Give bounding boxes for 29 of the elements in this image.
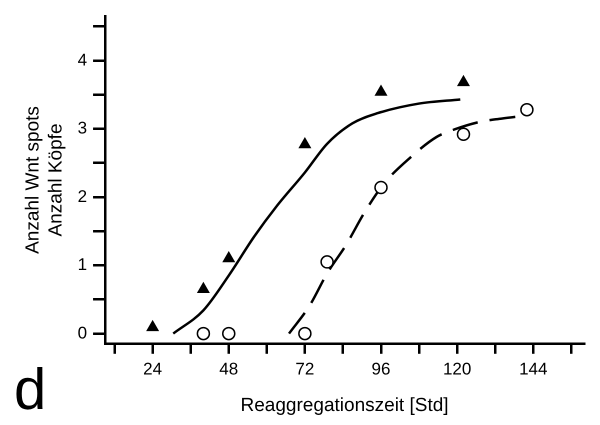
point bbox=[298, 326, 312, 340]
point bbox=[374, 180, 388, 194]
point bbox=[222, 326, 236, 340]
point bbox=[298, 138, 311, 148]
x-tick-label: 48 bbox=[219, 360, 238, 379]
x-tick-label: 72 bbox=[295, 360, 314, 379]
point bbox=[520, 102, 534, 116]
point bbox=[146, 320, 159, 332]
x-tick-label: 96 bbox=[372, 360, 390, 379]
y-tick-label: 4 bbox=[78, 50, 88, 70]
y-tick-label: 3 bbox=[78, 118, 88, 138]
y-tick-label: 2 bbox=[78, 186, 88, 206]
point bbox=[197, 282, 210, 293]
point bbox=[196, 326, 210, 340]
y-tick-label: 0 bbox=[78, 323, 88, 342]
x-axis-title: Reaggregationszeit [Std] bbox=[240, 394, 449, 416]
text: Anzahl Köpfe bbox=[45, 123, 66, 237]
line-series bbox=[172, 98, 462, 335]
point bbox=[222, 252, 235, 262]
text: d bbox=[14, 357, 46, 422]
point bbox=[458, 76, 470, 86]
point bbox=[320, 255, 334, 269]
x-tick-label: 120 bbox=[442, 360, 472, 379]
x-tick-label: 144 bbox=[519, 360, 548, 379]
text: Anzahl Wnt spots bbox=[22, 106, 44, 254]
point bbox=[456, 128, 470, 142]
y-tick-label: 1 bbox=[78, 255, 88, 274]
point bbox=[375, 85, 387, 96]
x-tick-label: 24 bbox=[143, 360, 162, 379]
